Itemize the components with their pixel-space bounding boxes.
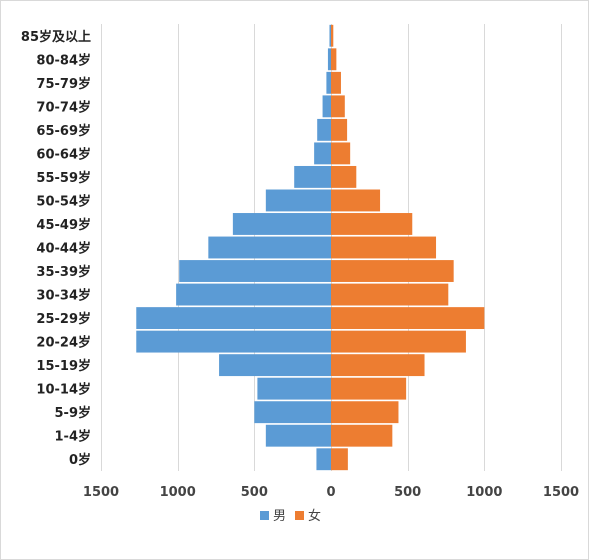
bar-female-16 [331, 71, 341, 94]
bar-male-7 [176, 283, 331, 306]
y-tick-label-11: 50-54岁 [36, 193, 91, 209]
bar-female-5 [331, 330, 466, 353]
y-tick-label-17: 80-84岁 [36, 52, 91, 68]
y-tick-label-2: 5-9岁 [55, 405, 92, 421]
y-tick-label-3: 10-14岁 [36, 382, 91, 398]
y-tick-label-8: 35-39岁 [36, 264, 91, 280]
bar-female-7 [331, 283, 449, 306]
legend-label-0: 男 [273, 509, 286, 524]
y-tick-label-9: 40-44岁 [36, 241, 91, 257]
x-tick-label-4: 500 [394, 485, 421, 500]
legend-label-1: 女 [308, 508, 321, 524]
bar-male-14 [317, 118, 331, 141]
y-tick-label-13: 60-64岁 [36, 146, 91, 162]
bar-male-3 [257, 377, 331, 400]
x-tick-label-2: 500 [241, 485, 268, 500]
bar-female-14 [331, 118, 348, 141]
bar-male-16 [326, 71, 331, 94]
bar-male-8 [179, 260, 331, 282]
bar-male-13 [314, 142, 331, 165]
y-tick-label-12: 55-59岁 [36, 170, 91, 186]
bar-male-10 [232, 213, 331, 235]
x-tick-label-1: 1000 [160, 485, 196, 500]
y-tick-label-16: 75-79岁 [36, 76, 91, 92]
bar-male-15 [322, 95, 331, 118]
x-tick-label-5: 1000 [466, 485, 502, 500]
y-tick-label-6: 25-29岁 [36, 311, 91, 327]
y-tick-label-10: 45-49岁 [36, 217, 91, 233]
bars [136, 24, 485, 471]
bar-male-5 [136, 330, 331, 353]
bar-female-2 [331, 401, 399, 424]
bar-female-9 [331, 236, 437, 259]
bar-female-6 [331, 307, 485, 330]
bar-female-4 [331, 354, 425, 377]
x-tick-label-6: 1500 [543, 485, 579, 500]
y-tick-label-5: 20-24岁 [36, 335, 91, 351]
bar-female-15 [331, 95, 345, 118]
bar-female-3 [331, 377, 407, 400]
x-axis-tick-labels: 1500 1000 500 0 500 1000 1500 [83, 485, 579, 500]
y-tick-label-0: 0岁 [69, 452, 91, 468]
y-tick-label-7: 30-34岁 [36, 288, 91, 304]
bar-female-8 [331, 260, 454, 282]
bar-male-4 [219, 354, 331, 377]
bar-male-9 [208, 236, 331, 259]
y-tick-label-1: 1-4岁 [55, 429, 92, 445]
bar-male-1 [265, 424, 331, 447]
y-tick-label-18: 85岁及以上 [21, 29, 91, 45]
y-tick-label-14: 65-69岁 [36, 123, 91, 139]
y-tick-label-4: 15-19岁 [36, 358, 91, 374]
bar-female-13 [331, 142, 351, 165]
legend-swatch-1 [295, 511, 304, 520]
bar-female-10 [331, 213, 413, 235]
x-tick-label-0: 1500 [83, 485, 119, 500]
bar-male-2 [254, 401, 331, 424]
bar-female-11 [331, 189, 381, 212]
bar-male-11 [265, 189, 331, 212]
bar-female-18 [331, 24, 334, 47]
bar-female-17 [331, 48, 337, 71]
y-axis-tick-labels: 0岁 1-4岁 5-9岁 10-14岁 15-19岁 20-24岁 25-29岁 30-34岁… [21, 29, 91, 468]
bar-female-1 [331, 424, 393, 447]
bar-male-17 [327, 48, 331, 71]
bar-female-12 [331, 165, 357, 188]
bar-male-12 [294, 165, 331, 188]
legend-swatch-0 [260, 511, 269, 520]
legend: 男女 [260, 508, 321, 524]
y-tick-label-15: 70-74岁 [36, 99, 91, 115]
bar-male-0 [316, 448, 331, 471]
bar-male-6 [136, 307, 331, 330]
x-tick-label-3: 0 [326, 485, 335, 500]
bar-male-18 [329, 24, 331, 47]
bar-female-0 [331, 448, 348, 471]
